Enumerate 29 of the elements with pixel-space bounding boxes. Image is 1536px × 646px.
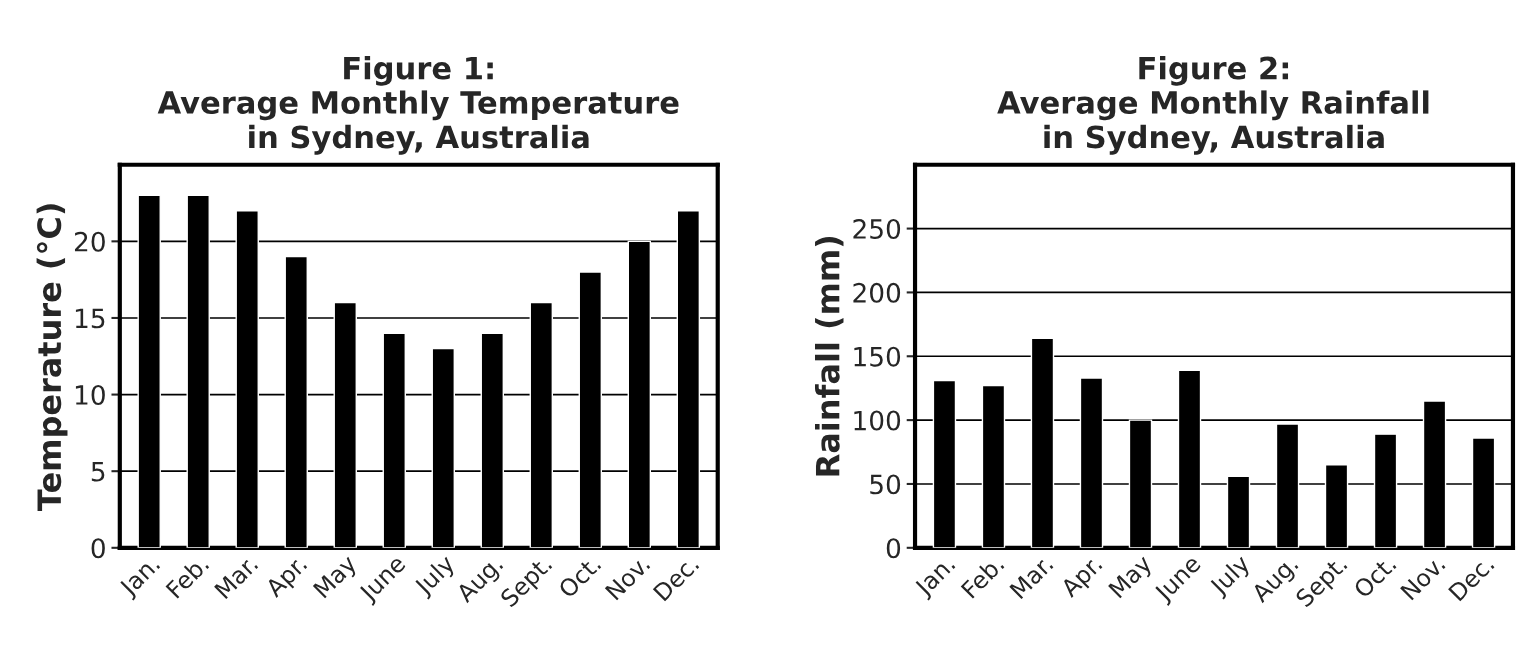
chart-title: Figure 2: Average Monthly Rainfall in Sydney, Australia [997,55,1429,155]
x-tick-label: Oct. [557,554,602,599]
y-tick-label: 0 [886,538,901,559]
x-tick-label: Jan. [117,554,164,601]
y-tick-label: 50 [870,474,901,495]
y-tick-label: 250 [853,219,901,239]
y-tick-label: 0 [91,538,105,559]
x-tick-label: Nov. [1400,554,1446,601]
x-tick-label: Dec. [652,554,700,602]
x-tick-label: Jan. [913,554,959,601]
y-tick-label: 20 [74,231,105,252]
y-tick-label: 100 [854,410,901,431]
y-tick-label: 5 [91,461,105,482]
x-tick-label: Apr. [264,554,311,602]
x-tick-label: Mar. [214,554,259,600]
chart-title: Figure 1: Average Monthly Temperature in Sydney, Australia [157,55,679,155]
x-tick-label: Dec. [1448,554,1495,602]
y-axis-title: Rainfall (mm) [815,236,844,476]
x-tick-label: Feb. [165,554,210,599]
x-tick-label: Nov. [604,554,651,601]
x-tick-label: Feb. [960,554,1005,599]
y-tick-label: 10 [75,385,105,405]
y-tick-label: 200 [853,282,901,303]
x-tick-label: Oct. [1352,554,1397,599]
y-tick-label: 15 [75,308,105,329]
y-tick-label: 150 [854,346,901,367]
x-tick-label: Mar. [1009,554,1054,600]
x-tick-label: Apr. [1059,554,1106,602]
y-axis-title: Temperature (°C) [36,204,68,511]
